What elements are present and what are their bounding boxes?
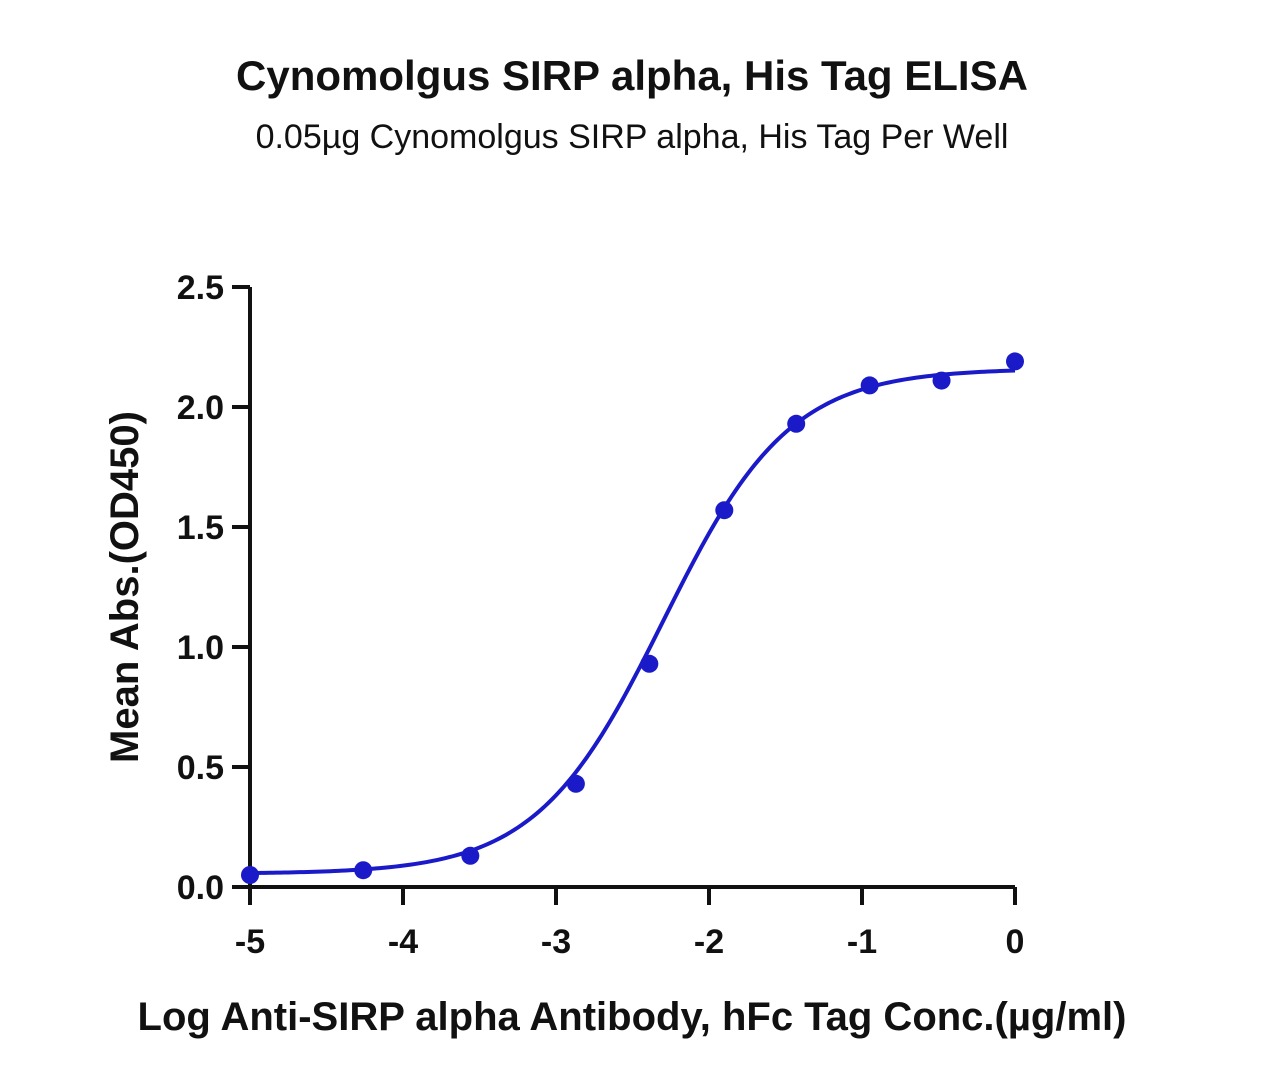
data-point: [715, 501, 734, 520]
x-tick-label: -4: [388, 923, 418, 961]
x-axis-title: Log Anti-SIRP alpha Antibody, hFc Tag Co…: [138, 995, 1127, 1039]
y-tick-label: 2.5: [177, 269, 224, 307]
data-point: [860, 376, 879, 395]
data-point: [932, 371, 951, 390]
fit-curve-layer: [249, 368, 1016, 876]
chart-subtitle: 0.05µg Cynomolgus SIRP alpha, His Tag Pe…: [255, 118, 1009, 156]
y-tick-label: 0.5: [177, 749, 224, 787]
x-tick-label: -1: [847, 923, 877, 961]
data-points: [241, 352, 1024, 884]
y-axis-title: Mean Abs.(OD450): [103, 411, 147, 763]
x-tick-label: -2: [694, 923, 724, 961]
x-tick-label: -5: [235, 923, 265, 961]
data-point: [787, 414, 806, 433]
data-point: [354, 861, 373, 880]
data-point: [461, 846, 480, 865]
y-tick-label: 1.5: [177, 509, 224, 547]
data-point: [1006, 352, 1024, 371]
data-point: [241, 866, 259, 884]
fit-curve: [249, 368, 1016, 876]
y-tick-label: 1.0: [177, 629, 224, 667]
x-tick-label: -3: [541, 923, 571, 961]
data-point: [566, 774, 585, 793]
axes: 0.0 0.5 1.0 1.5 2.0 2.5 -5 -4 -3 -2 -1 0: [177, 269, 1025, 961]
y-tick-label: 0.0: [177, 869, 224, 907]
y-tick-label: 2.0: [177, 389, 224, 427]
data-point: [640, 654, 659, 673]
x-tick-label: 0: [1006, 923, 1025, 961]
chart-title: Cynomolgus SIRP alpha, His Tag ELISA: [236, 52, 1028, 99]
